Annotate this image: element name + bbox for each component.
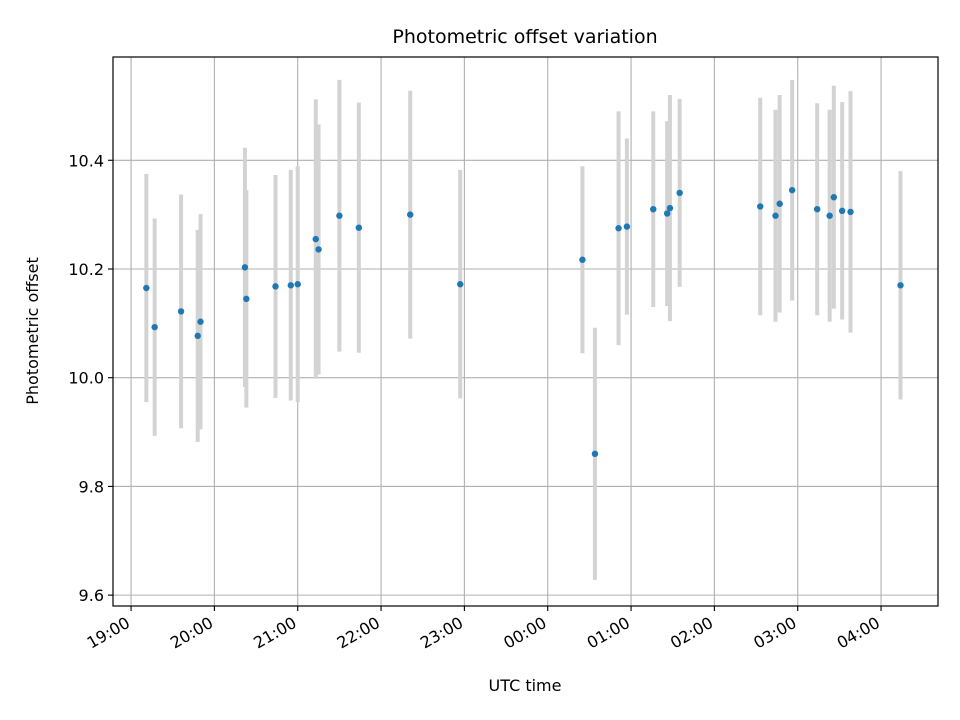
data-point (355, 224, 363, 231)
y-tick-label: 10.2 (68, 260, 104, 279)
data-point (151, 323, 158, 331)
data-point (591, 450, 599, 458)
data-point (813, 205, 821, 213)
plot-frame (112, 56, 939, 607)
y-tick-label: 9.6 (79, 586, 104, 605)
data-point (312, 235, 319, 243)
data-point (838, 207, 846, 215)
data-point (294, 281, 301, 288)
data-point (663, 210, 671, 217)
y-axis-label: Photometric offset (23, 257, 42, 405)
data-point (772, 212, 779, 219)
data-point (623, 223, 631, 230)
data-point (579, 256, 586, 263)
data-point (197, 318, 204, 325)
data-point (650, 205, 657, 213)
data-point (241, 264, 249, 271)
data-point (676, 189, 683, 197)
y-tick-label: 9.8 (79, 477, 104, 496)
data-point (776, 200, 783, 207)
data-point (194, 332, 201, 340)
data-point (788, 186, 796, 194)
data-points (143, 186, 904, 458)
data-point (143, 284, 150, 292)
data-point (826, 212, 833, 219)
data-point (287, 282, 294, 289)
data-point (830, 194, 838, 201)
data-point (272, 283, 279, 290)
data-point (757, 203, 764, 210)
data-point (177, 308, 185, 315)
data-point (315, 246, 322, 253)
x-axis-label: UTC time (489, 676, 562, 695)
data-point (243, 295, 250, 303)
grid (113, 57, 938, 606)
y-tick-label: 10.4 (68, 151, 104, 170)
data-point (336, 212, 343, 219)
data-point (666, 204, 674, 212)
data-point (897, 282, 904, 289)
data-point (457, 281, 464, 288)
data-point (615, 225, 622, 232)
data-point (847, 208, 854, 216)
chart-title: Photometric offset variation (392, 26, 657, 48)
data-point (407, 211, 414, 218)
y-tick-label: 10.0 (68, 369, 104, 388)
